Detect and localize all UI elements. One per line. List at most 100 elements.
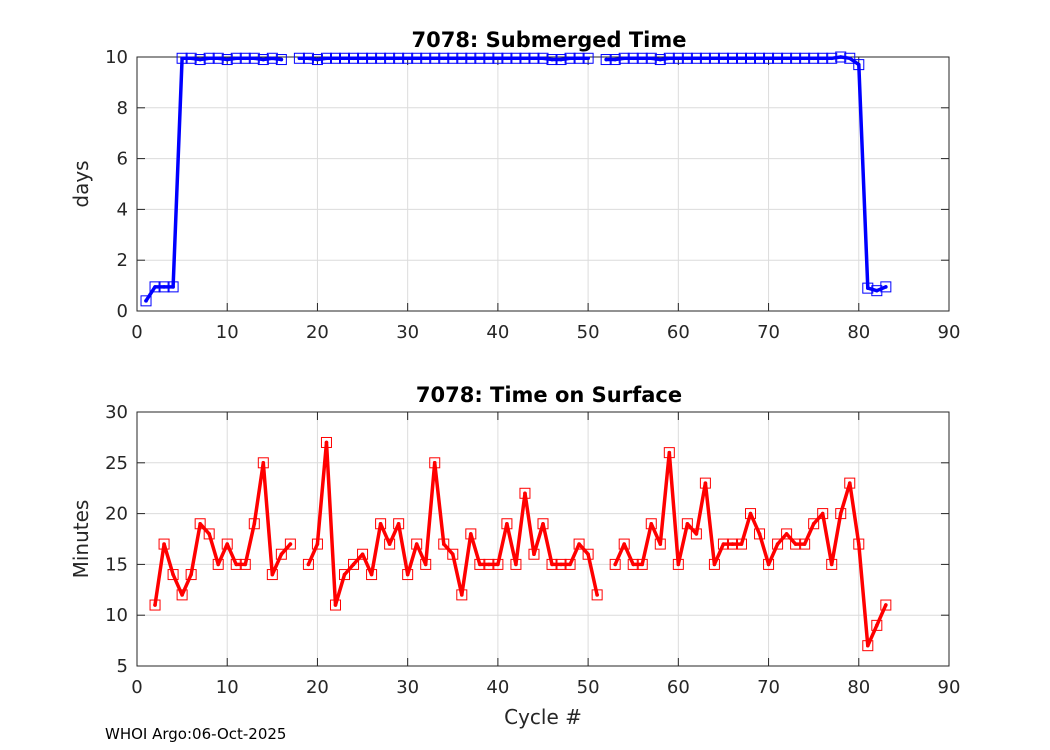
data-point-marker [528, 52, 540, 64]
data-point-marker [158, 281, 170, 293]
chart-title: 7078: Submerged Time [411, 28, 686, 52]
data-point-marker [537, 518, 549, 530]
data-point-dot [856, 62, 861, 67]
data-point-marker [474, 52, 486, 64]
x-tick-label: 90 [938, 322, 961, 343]
data-point-marker [149, 281, 161, 293]
data-point-dot [667, 56, 672, 61]
data-point-marker [600, 54, 612, 66]
data-point-dot [162, 542, 166, 546]
data-point-dot [342, 56, 347, 61]
data-point-marker [808, 518, 820, 530]
data-point-marker [239, 558, 251, 570]
data-point-marker [293, 52, 305, 64]
data-point-marker [844, 52, 856, 64]
data-point-dot [730, 56, 735, 61]
data-point-marker [339, 52, 351, 64]
x-tick-label: 80 [847, 322, 870, 343]
data-point-dot [469, 532, 473, 536]
data-point-dot [351, 56, 356, 61]
data-point-dot [405, 56, 410, 61]
data-point-marker [456, 52, 468, 64]
data-point-marker [699, 477, 711, 489]
data-point-marker [348, 52, 360, 64]
data-point-dot [649, 56, 654, 61]
data-point-marker [672, 558, 684, 570]
data-point-marker [880, 599, 892, 611]
data-point-dot [387, 56, 392, 61]
data-point-dot [270, 572, 275, 577]
data-point-marker [329, 52, 341, 64]
data-point-marker [248, 518, 260, 530]
data-point-dot [460, 593, 464, 597]
data-point-marker [275, 548, 287, 560]
data-point-marker [501, 518, 513, 530]
data-point-marker [212, 52, 224, 64]
data-point-marker [384, 52, 396, 64]
data-point-marker [302, 558, 314, 570]
data-point-dot [811, 56, 816, 61]
data-point-marker [167, 569, 179, 581]
data-point-dot [685, 521, 690, 526]
data-point-dot [261, 57, 266, 62]
y-tick-label: 10 [105, 47, 128, 68]
data-point-dot [450, 56, 455, 61]
data-point-dot [586, 56, 590, 61]
data-point-dot [198, 57, 202, 62]
data-point-marker [871, 619, 883, 631]
x-tick-label: 60 [667, 677, 690, 698]
data-point-marker [799, 52, 811, 64]
data-point-marker [167, 281, 179, 293]
data-point-marker [420, 558, 432, 570]
data-point-dot [847, 56, 852, 61]
data-point-marker [266, 569, 278, 581]
x-tick-label: 40 [486, 677, 509, 698]
data-point-marker [329, 599, 341, 611]
data-point-dot [333, 603, 338, 607]
data-point-dot [523, 56, 527, 61]
data-point-marker [447, 52, 459, 64]
data-point-dot [432, 461, 437, 465]
data-point-dot [631, 562, 636, 567]
data-point-dot [144, 299, 148, 303]
data-point-dot [351, 562, 356, 567]
data-point-dot [694, 56, 699, 61]
x-tick-label: 70 [757, 322, 780, 343]
data-point-dot [171, 572, 175, 577]
data-point-dot [396, 521, 401, 526]
data-point-dot [189, 56, 193, 61]
data-point-marker [221, 54, 233, 66]
data-point-marker [194, 54, 206, 66]
data-point-dot [829, 56, 834, 61]
data-point-marker [176, 589, 188, 601]
data-point-marker [393, 52, 405, 64]
data-point-dot [460, 56, 464, 61]
x-tick-label: 80 [847, 677, 870, 698]
data-point-marker [519, 487, 531, 499]
data-point-marker [853, 538, 865, 550]
data-point-marker [609, 558, 621, 570]
data-point-dot [496, 562, 500, 567]
data-point-marker [185, 569, 197, 581]
data-point-marker [357, 548, 369, 560]
data-point-marker [465, 528, 477, 540]
data-point-marker [320, 436, 332, 448]
data-point-dot [514, 562, 518, 567]
data-point-marker [880, 281, 892, 293]
data-point-dot [243, 56, 248, 61]
data-point-marker [808, 52, 820, 64]
data-point-marker [772, 538, 784, 550]
data-point-dot [360, 56, 365, 61]
data-point-dot [180, 56, 184, 61]
data-point-dot [243, 562, 248, 567]
data-point-marker [817, 508, 829, 520]
data-point-marker [302, 52, 314, 64]
data-point-dot [514, 56, 518, 61]
data-point-marker [501, 52, 513, 64]
data-point-marker [510, 558, 522, 570]
data-point-dot [225, 57, 230, 62]
data-point-dot [441, 542, 446, 546]
data-point-dot [405, 572, 410, 577]
data-point-marker [636, 558, 648, 570]
data-point-marker [564, 52, 576, 64]
